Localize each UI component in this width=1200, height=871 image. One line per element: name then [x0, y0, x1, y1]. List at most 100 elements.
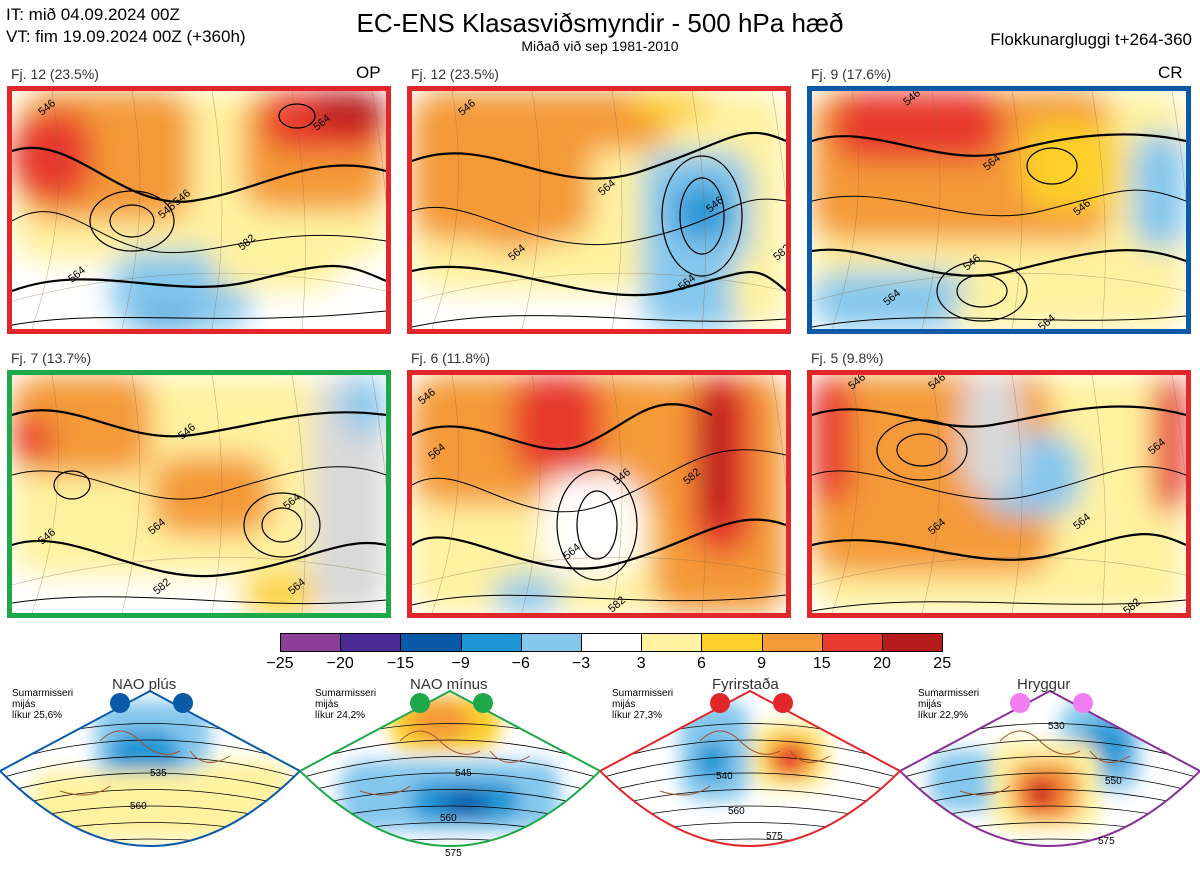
height-contour: [300, 756, 600, 782]
header-info: IT: mið 04.09.2024 00Z VT: fim 19.09.202…: [6, 4, 246, 48]
cluster-map-3: 546 564 546 546 564 564: [807, 86, 1191, 334]
anomaly-area: [952, 291, 1142, 329]
regime-1-title: NAO plús: [112, 676, 177, 693]
contour-label: 550: [1105, 776, 1122, 787]
graticule-line: [371, 375, 386, 487]
anomaly-area: [110, 731, 180, 781]
height-contour: [1026, 147, 1078, 185]
regime-marker-dot: [773, 693, 793, 713]
anomaly-area: [812, 375, 852, 505]
anomaly-area: [812, 271, 972, 329]
graticule-line: [1091, 91, 1106, 329]
cluster-2-caption: Fj. 12 (23.5%): [411, 66, 499, 82]
anomaly-area: [1132, 131, 1186, 251]
height-contour: [600, 756, 900, 782]
anomaly-area: [632, 91, 712, 121]
graticule-line: [921, 91, 941, 329]
regime-map-svg: 540 560 575: [600, 689, 900, 847]
coastline: [659, 730, 831, 796]
graticule-line: [1091, 375, 1106, 613]
colorbar-swatch: [280, 633, 342, 652]
contour-label: 582: [151, 576, 173, 597]
contour-label: 575: [1098, 836, 1115, 847]
regime-1-info: Sumarmisseri mijás líkur 25,6%: [12, 688, 74, 721]
regime-4-info: Sumarmisseri mijás líkur 22,9%: [918, 688, 980, 721]
anomaly-area: [1010, 851, 1040, 866]
contour-label: 560: [130, 801, 147, 812]
regime-marker-dot: [473, 693, 493, 713]
colorbar-tick-label: −15: [386, 655, 414, 672]
height-contour: [812, 599, 1186, 612]
contour-label: 575: [445, 848, 462, 859]
height-contour: [896, 433, 948, 467]
colorbar-tick-label: −25: [266, 655, 294, 672]
height-contour: [300, 838, 600, 846]
graticule-line: [1011, 91, 1023, 329]
regime-map-svg: 530 550 575: [900, 689, 1200, 866]
regime-marker-dot: [110, 693, 130, 713]
graticule-line: [412, 272, 786, 302]
contour-label: 575: [766, 831, 783, 842]
height-contour: [261, 507, 303, 543]
regime-map-svg: 545 560 575: [300, 689, 600, 859]
colorbar-swatch: [340, 633, 402, 652]
anomaly-area: [492, 575, 562, 613]
graticule-line: [831, 91, 859, 329]
cluster-map-5: 564 546 564 582 582 546: [407, 370, 791, 618]
graticule-line: [691, 91, 706, 329]
anomaly-area: [342, 375, 386, 435]
anomaly-area: [542, 475, 642, 575]
graticule-line: [121, 375, 141, 613]
anomaly-area: [12, 415, 52, 465]
height-contour: [812, 248, 1186, 277]
regime-frame: [300, 689, 600, 847]
regime-map-blocking: 540 560 575: [600, 681, 900, 871]
graticule-line: [771, 375, 786, 487]
colorbar-tick-label: −9: [451, 655, 470, 672]
height-contour: [576, 490, 618, 560]
colorbar-tick-label: 25: [933, 655, 952, 672]
height-contour: [12, 596, 386, 605]
height-contour: [661, 155, 743, 277]
graticule-line: [371, 91, 386, 203]
height-contour: [412, 449, 786, 513]
height-contour: [600, 838, 900, 846]
graticule-line: [121, 91, 141, 329]
colorbar-swatch: [641, 633, 703, 652]
regime-marker-dot: [710, 693, 730, 713]
height-contour: [12, 310, 386, 326]
contour-label: 540: [716, 771, 733, 782]
initial-time: IT: mið 04.09.2024 00Z: [6, 5, 180, 24]
regime-marker-dot: [1010, 693, 1030, 713]
graticule-line: [31, 375, 59, 613]
colorbar-tick-label: −3: [571, 655, 591, 672]
height-contour: [0, 856, 300, 871]
contour-label: 535: [150, 768, 167, 779]
regime-marker-dot: [173, 693, 193, 713]
anomaly-area: [440, 791, 490, 816]
height-contour: [600, 789, 900, 812]
height-contour: [876, 419, 968, 481]
height-contour: [12, 466, 386, 500]
graticule-line: [611, 375, 623, 613]
cluster-map-2: 546 564 564 546 582 564: [407, 86, 791, 334]
height-contour: [812, 189, 1186, 217]
height-contour: [278, 103, 316, 129]
height-contour: [812, 405, 1186, 428]
regime-3-title: Fyrirstaða: [712, 676, 779, 693]
graticule-line: [691, 375, 706, 613]
colorbar-tick-label: −6: [511, 655, 530, 672]
cluster-4-caption: Fj. 7 (13.7%): [11, 350, 92, 366]
anomaly-area: [770, 741, 810, 776]
height-contour: [0, 772, 300, 797]
anomaly-area: [12, 111, 92, 201]
height-contour: [0, 838, 300, 846]
regime-frame: [600, 689, 900, 847]
height-contour: [412, 315, 786, 328]
height-contour: [900, 756, 1200, 782]
graticule-line: [1011, 375, 1023, 613]
height-contour: [12, 409, 386, 438]
